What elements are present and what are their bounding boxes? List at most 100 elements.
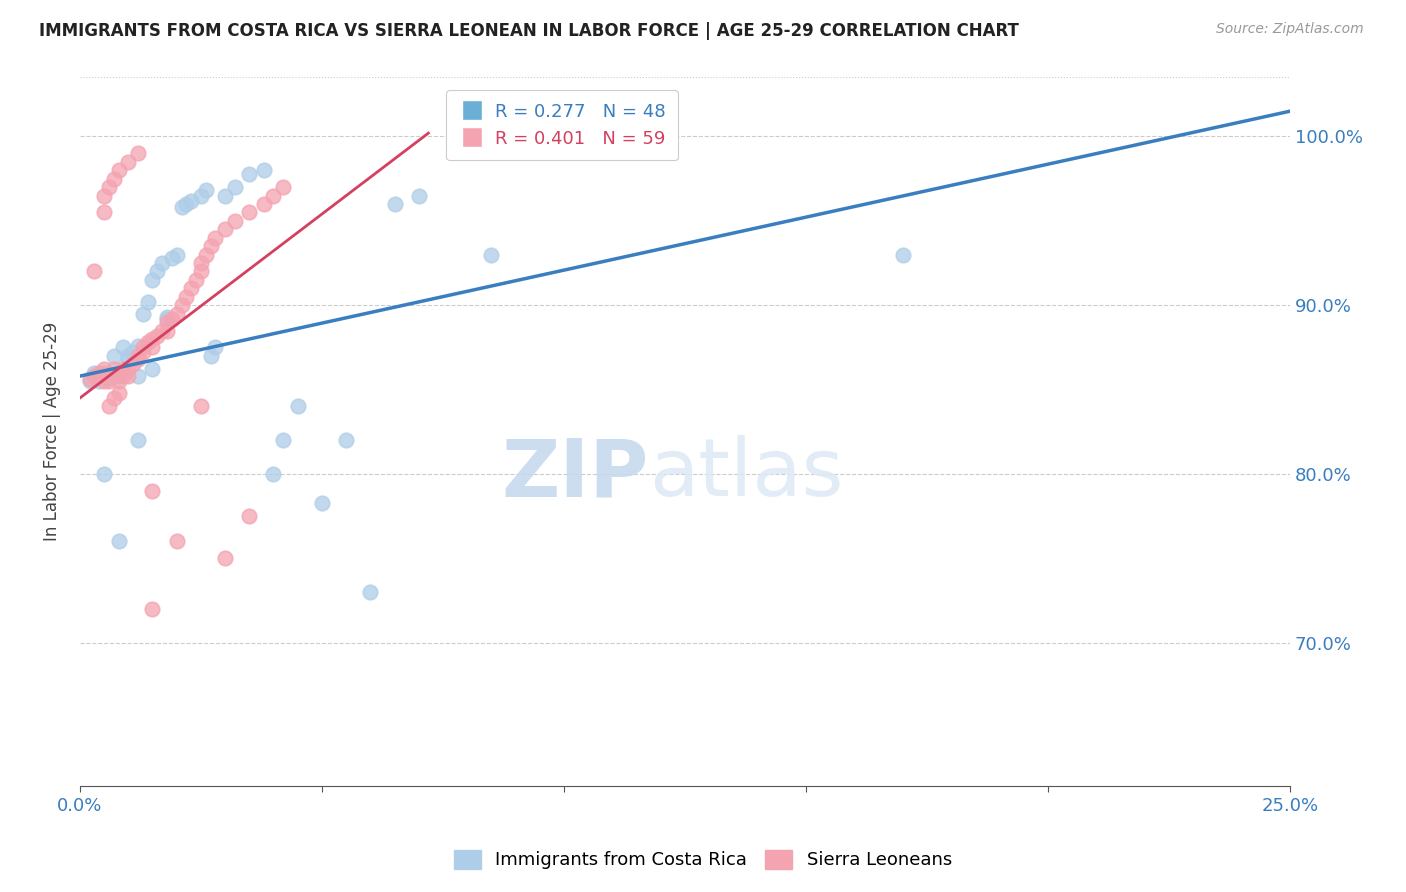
Point	[156, 315, 179, 329]
Point	[214, 551, 236, 566]
Point	[156, 310, 179, 324]
Point	[136, 335, 159, 350]
Text: IMMIGRANTS FROM COSTA RICA VS SIERRA LEONEAN IN LABOR FORCE | AGE 25-29 CORRELAT: IMMIGRANTS FROM COSTA RICA VS SIERRA LEO…	[39, 22, 1019, 40]
Point	[311, 496, 333, 510]
Point	[408, 188, 430, 202]
Point	[122, 345, 145, 359]
Point	[176, 290, 198, 304]
Point	[127, 369, 149, 384]
Point	[141, 332, 163, 346]
Point	[112, 340, 135, 354]
Point	[127, 352, 149, 367]
Point	[253, 197, 276, 211]
Point	[180, 281, 202, 295]
Text: atlas: atlas	[648, 435, 844, 513]
Point	[204, 231, 226, 245]
Point	[103, 362, 125, 376]
Point	[97, 400, 120, 414]
Point	[117, 369, 139, 384]
Point	[204, 340, 226, 354]
Point	[263, 467, 285, 481]
Point	[117, 352, 139, 367]
Point	[93, 205, 115, 219]
Point	[93, 188, 115, 202]
Point	[136, 294, 159, 309]
Point	[190, 400, 212, 414]
Point	[93, 362, 115, 376]
Point	[107, 374, 129, 388]
Point	[132, 307, 155, 321]
Point	[176, 197, 198, 211]
Point	[107, 163, 129, 178]
Point	[89, 369, 111, 384]
Point	[117, 349, 139, 363]
Point	[97, 180, 120, 194]
Point	[160, 311, 183, 326]
Point	[224, 180, 246, 194]
Point	[127, 339, 149, 353]
Point	[359, 585, 381, 599]
Point	[127, 434, 149, 448]
Point	[127, 146, 149, 161]
Point	[271, 180, 294, 194]
Point	[214, 188, 236, 202]
Point	[107, 534, 129, 549]
Point	[103, 349, 125, 363]
Point	[170, 298, 193, 312]
Text: ZIP: ZIP	[502, 435, 648, 513]
Point	[117, 154, 139, 169]
Point	[107, 369, 129, 384]
Point	[160, 251, 183, 265]
Point	[141, 362, 163, 376]
Point	[89, 374, 111, 388]
Point	[79, 372, 101, 386]
Point	[200, 349, 222, 363]
Point	[83, 369, 105, 384]
Point	[97, 371, 120, 385]
Point	[93, 374, 115, 388]
Point	[103, 171, 125, 186]
Point	[263, 188, 285, 202]
Point	[117, 362, 139, 376]
Point	[190, 256, 212, 270]
Point	[271, 434, 294, 448]
Point	[122, 357, 145, 371]
Point	[214, 222, 236, 236]
Point	[127, 349, 149, 363]
Point	[103, 391, 125, 405]
Point	[112, 362, 135, 376]
Point	[166, 534, 188, 549]
Point	[83, 264, 105, 278]
Point	[194, 184, 217, 198]
Point	[194, 247, 217, 261]
Point	[166, 307, 188, 321]
Point	[93, 366, 115, 380]
Point	[150, 324, 173, 338]
Point	[156, 311, 179, 326]
Point	[107, 386, 129, 401]
Point	[190, 188, 212, 202]
Point	[141, 602, 163, 616]
Point	[184, 273, 207, 287]
Point	[89, 366, 111, 380]
Point	[83, 366, 105, 380]
Point	[97, 374, 120, 388]
Point	[238, 167, 260, 181]
Point	[224, 214, 246, 228]
Point	[146, 264, 169, 278]
Point	[150, 256, 173, 270]
Point	[180, 194, 202, 208]
Point	[141, 483, 163, 498]
Point	[79, 374, 101, 388]
Point	[384, 197, 406, 211]
Point	[93, 467, 115, 481]
Point	[146, 328, 169, 343]
Point	[253, 163, 276, 178]
Y-axis label: In Labor Force | Age 25-29: In Labor Force | Age 25-29	[44, 322, 60, 541]
Point	[132, 345, 155, 359]
Point	[132, 340, 155, 354]
Point	[156, 324, 179, 338]
Point	[238, 205, 260, 219]
Point	[166, 247, 188, 261]
Point	[141, 340, 163, 354]
